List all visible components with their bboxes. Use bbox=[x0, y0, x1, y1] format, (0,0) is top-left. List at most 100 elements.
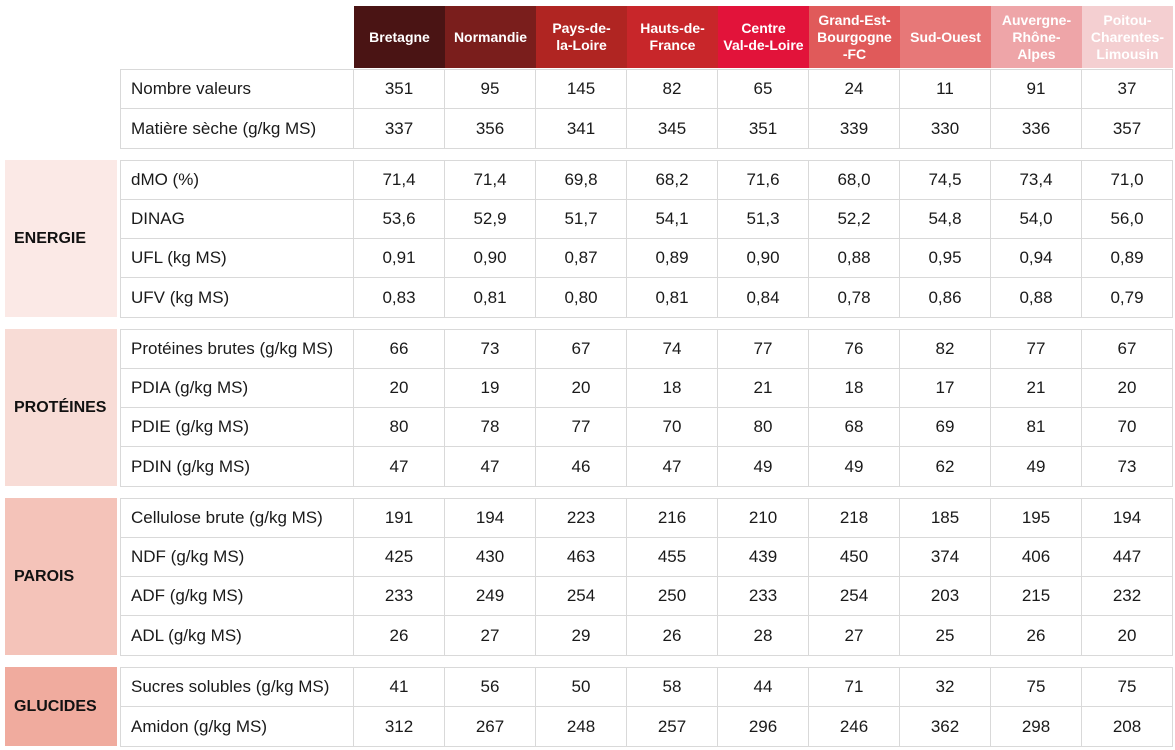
table-cell: 91 bbox=[991, 70, 1082, 108]
table-row: Cellulose brute (g/kg MS) 191 194 223 216 210… bbox=[120, 499, 1173, 538]
section-parois: PAROIS Cellulose brute (g/kg MS) 191 194 223… bbox=[0, 498, 1175, 656]
table-cell: 339 bbox=[809, 109, 900, 148]
table-cell: 450 bbox=[809, 538, 900, 576]
row-label: dMO (%) bbox=[120, 161, 354, 199]
table-cell: 32 bbox=[900, 668, 991, 706]
table-cell: 145 bbox=[536, 70, 627, 108]
table-cell: 49 bbox=[991, 447, 1082, 486]
table-cell: 54,1 bbox=[627, 200, 718, 238]
table-cell: 26 bbox=[627, 616, 718, 655]
table-cell: 47 bbox=[445, 447, 536, 486]
table-cell: 356 bbox=[445, 109, 536, 148]
table-cell: 68,2 bbox=[627, 161, 718, 199]
row-label: UFL (kg MS) bbox=[120, 239, 354, 277]
table-row: DINAG 53,6 52,9 51,7 54,1 51,3 52,2 54,8 54,0 56,… bbox=[120, 200, 1173, 239]
table-cell: 232 bbox=[1082, 577, 1173, 615]
table-cell: 67 bbox=[536, 330, 627, 368]
section-proteines: PROTÉINES Protéines brutes (g/kg MS) 66 73 6… bbox=[0, 329, 1175, 487]
table-cell: 0,95 bbox=[900, 239, 991, 277]
table-row: Nombre valeurs 351 95 145 82 65 24 11 91 37 bbox=[120, 70, 1173, 109]
table-cell: 24 bbox=[809, 70, 900, 108]
table-cell: 336 bbox=[991, 109, 1082, 148]
table-cell: 47 bbox=[354, 447, 445, 486]
table-cell: 67 bbox=[1082, 330, 1173, 368]
table-cell: 80 bbox=[354, 408, 445, 446]
table-cell: 439 bbox=[718, 538, 809, 576]
table-cell: 81 bbox=[991, 408, 1082, 446]
row-label: ADL (g/kg MS) bbox=[120, 616, 354, 655]
table-cell: 0,78 bbox=[809, 278, 900, 317]
table-cell: 430 bbox=[445, 538, 536, 576]
table-cell: 208 bbox=[1082, 707, 1173, 746]
table-cell: 73 bbox=[1082, 447, 1173, 486]
table-cell: 54,0 bbox=[991, 200, 1082, 238]
table-cell: 312 bbox=[354, 707, 445, 746]
table-cell: 185 bbox=[900, 499, 991, 537]
table-cell: 254 bbox=[536, 577, 627, 615]
table-cell: 0,89 bbox=[627, 239, 718, 277]
table-cell: 28 bbox=[718, 616, 809, 655]
table-cell: 374 bbox=[900, 538, 991, 576]
table-cell: 341 bbox=[536, 109, 627, 148]
table-cell: 216 bbox=[627, 499, 718, 537]
table-cell: 25 bbox=[900, 616, 991, 655]
table-cell: 27 bbox=[809, 616, 900, 655]
table-cell: 20 bbox=[536, 369, 627, 407]
table-cell: 26 bbox=[991, 616, 1082, 655]
table-cell: 0,88 bbox=[991, 278, 1082, 317]
row-label: Sucres solubles (g/kg MS) bbox=[120, 668, 354, 706]
table-cell: 68 bbox=[809, 408, 900, 446]
table-cell: 77 bbox=[718, 330, 809, 368]
table-cell: 246 bbox=[809, 707, 900, 746]
table-cell: 21 bbox=[718, 369, 809, 407]
row-label: ADF (g/kg MS) bbox=[120, 577, 354, 615]
row-label: PDIN (g/kg MS) bbox=[120, 447, 354, 486]
table-cell: 75 bbox=[991, 668, 1082, 706]
table-cell: 73 bbox=[445, 330, 536, 368]
table-cell: 218 bbox=[809, 499, 900, 537]
table-cell: 215 bbox=[991, 577, 1082, 615]
table-cell: 76 bbox=[809, 330, 900, 368]
table-cell: 0,86 bbox=[900, 278, 991, 317]
row-label: UFV (kg MS) bbox=[120, 278, 354, 317]
table-cell: 425 bbox=[354, 538, 445, 576]
table-cell: 298 bbox=[991, 707, 1082, 746]
table-row: Protéines brutes (g/kg MS) 66 73 67 74 77 76 82… bbox=[120, 330, 1173, 369]
table-row: Sucres solubles (g/kg MS) 41 56 50 58 44 71 32 7… bbox=[120, 668, 1173, 707]
table-cell: 17 bbox=[900, 369, 991, 407]
table-cell: 20 bbox=[354, 369, 445, 407]
table-cell: 0,80 bbox=[536, 278, 627, 317]
table-cell: 18 bbox=[809, 369, 900, 407]
section-rows: Sucres solubles (g/kg MS) 41 56 50 58 44 71 32 7… bbox=[120, 667, 1173, 747]
table-cell: 210 bbox=[718, 499, 809, 537]
region-header-row: Bretagne Normandie Pays-de- la-Loire Hauts-… bbox=[354, 6, 1173, 68]
table-row: NDF (g/kg MS) 425 430 463 455 439 450 374 406 447 bbox=[120, 538, 1173, 577]
table-cell: 68,0 bbox=[809, 161, 900, 199]
table-row: PDIN (g/kg MS) 47 47 46 47 49 49 62 49 73 bbox=[120, 447, 1173, 486]
table-cell: 69 bbox=[900, 408, 991, 446]
table-cell: 71,4 bbox=[354, 161, 445, 199]
section-title: GLUCIDES bbox=[5, 667, 117, 746]
table-cell: 21 bbox=[991, 369, 1082, 407]
table-cell: 20 bbox=[1082, 369, 1173, 407]
table-cell: 82 bbox=[627, 70, 718, 108]
region-header: Centre Val-de-Loire bbox=[718, 6, 809, 68]
table-cell: 0,81 bbox=[445, 278, 536, 317]
table-cell: 223 bbox=[536, 499, 627, 537]
table-cell: 73,4 bbox=[991, 161, 1082, 199]
table-cell: 11 bbox=[900, 70, 991, 108]
table-cell: 78 bbox=[445, 408, 536, 446]
table-cell: 463 bbox=[536, 538, 627, 576]
table-cell: 0,81 bbox=[627, 278, 718, 317]
table-cell: 80 bbox=[718, 408, 809, 446]
row-label: DINAG bbox=[120, 200, 354, 238]
table-row: Matière sèche (g/kg MS) 337 356 341 345 351 33… bbox=[120, 109, 1173, 148]
table-cell: 74 bbox=[627, 330, 718, 368]
table-cell: 194 bbox=[1082, 499, 1173, 537]
table-cell: 82 bbox=[900, 330, 991, 368]
table-cell: 41 bbox=[354, 668, 445, 706]
table-cell: 51,3 bbox=[718, 200, 809, 238]
table-cell: 26 bbox=[354, 616, 445, 655]
table-cell: 0,90 bbox=[445, 239, 536, 277]
table-cell: 58 bbox=[627, 668, 718, 706]
